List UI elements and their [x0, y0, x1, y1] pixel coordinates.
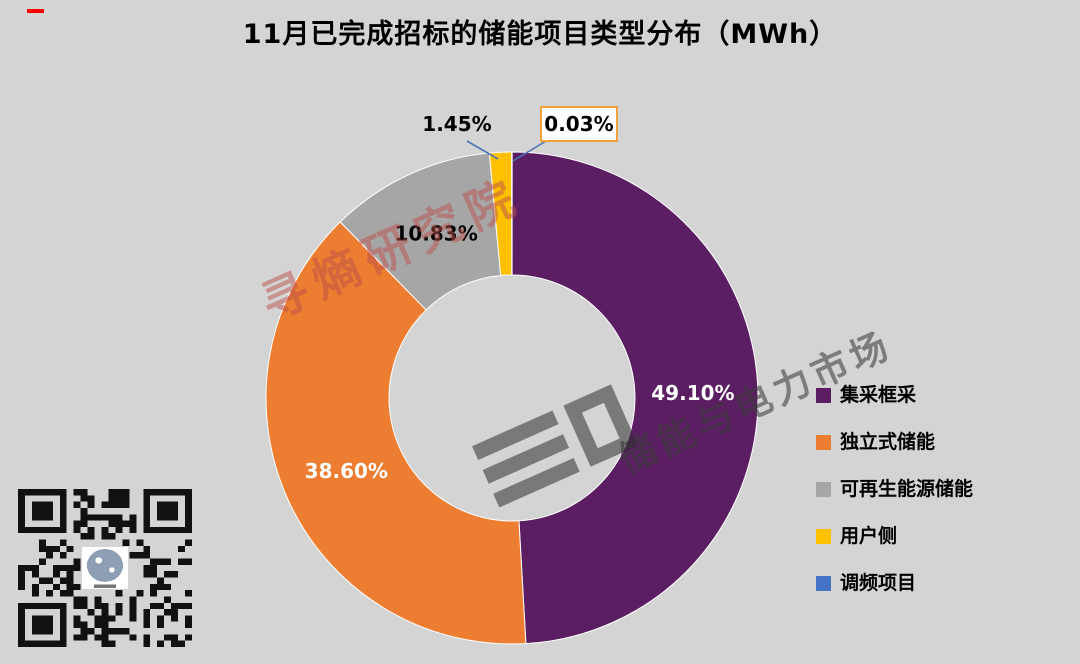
legend-swatch [816, 435, 831, 450]
legend-item: 独立式储能 [816, 433, 973, 452]
legend-label: 调频项目 [840, 572, 917, 594]
legend-label: 用户侧 [840, 525, 898, 547]
slice-label-2: 10.83% [394, 222, 477, 246]
callout-box [540, 106, 618, 142]
legend-label: 可再生能源储能 [840, 478, 974, 500]
pie-slice-0 [511, 151, 759, 645]
legend-item: 可再生能源储能 [816, 480, 973, 499]
leader-line-yellow [466, 140, 499, 160]
legend-label: 集采框采 [840, 384, 917, 406]
red-dash [27, 9, 44, 13]
slice-label-4: 0.03% [544, 112, 613, 136]
legend-swatch [816, 482, 831, 497]
legend-swatch [816, 529, 831, 544]
legend-swatch [816, 388, 831, 403]
legend-item: 用户侧 [816, 527, 973, 546]
qr-code [18, 489, 192, 647]
slice-label-3: 1.45% [422, 112, 491, 136]
slice-label-0: 49.10% [651, 381, 734, 405]
slice-label-1: 38.60% [305, 459, 388, 483]
chart-title: 11月已完成招标的储能项目类型分布（MWh） [242, 19, 838, 50]
leader-line-blue [512, 140, 547, 162]
legend-item: 集采框采 [816, 386, 973, 405]
legend-swatch [816, 576, 831, 591]
legend: 集采框采独立式储能可再生能源储能 用户侧调频项目 [816, 386, 973, 593]
legend-label: 独立式储能 [840, 431, 936, 453]
pie-slice-1 [265, 221, 527, 645]
legend-item: 调频项目 [816, 574, 973, 593]
